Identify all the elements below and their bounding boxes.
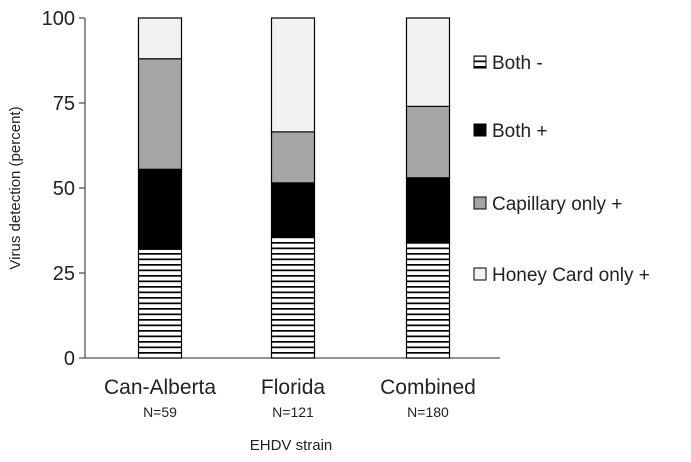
y-tick-label: 25 — [53, 263, 75, 285]
legend-label: Both - — [492, 53, 543, 74]
bar-segment-both-neg — [270, 236, 316, 359]
legend-swatch — [473, 196, 487, 210]
x-tick-label: Florida — [261, 376, 326, 399]
legend-swatch — [473, 55, 487, 69]
legend-item: Honey Card only + — [473, 265, 650, 286]
legend-swatch — [473, 123, 487, 137]
bar-segment-capillary-only — [137, 58, 183, 170]
x-axis-title: EHDV strain — [250, 437, 333, 454]
bar-segment-both — [405, 177, 451, 244]
bar-segment-capillary-only — [405, 105, 451, 179]
bar-stack-can-alberta — [137, 17, 183, 359]
y-ticks: 0 25 50 75 100 — [42, 8, 85, 370]
bar-segment-both-neg — [137, 248, 183, 359]
y-tick-label: 0 — [64, 348, 75, 370]
sample-size-label: N=180 — [407, 404, 449, 420]
bar-segment-honey-card-only — [405, 17, 451, 108]
legend-label: Capillary only + — [492, 194, 622, 215]
bar-segment-both — [270, 182, 316, 238]
y-tick-label: 50 — [53, 178, 75, 200]
bars — [137, 17, 451, 359]
legend-label: Honey Card only + — [492, 265, 650, 286]
legend-item: Both + — [473, 121, 547, 142]
y-axis-title: Virus detection (percent) — [7, 106, 24, 269]
sample-size-label: N=59 — [143, 404, 177, 420]
x-tick-label: Can-Alberta — [104, 376, 216, 399]
x-tick-label: Combined — [380, 376, 476, 399]
bar-segment-capillary-only — [270, 131, 316, 184]
y-tick-label: 100 — [42, 8, 75, 30]
bar-segment-both — [137, 168, 183, 250]
bar-stack-combined — [405, 17, 451, 359]
bar-stack-florida — [270, 17, 316, 359]
legend-swatch — [473, 267, 487, 281]
legend-item: Both - — [473, 53, 543, 74]
legend-item: Capillary only + — [473, 194, 622, 215]
y-tick-label: 75 — [53, 93, 75, 115]
bar-segment-honey-card-only — [270, 17, 316, 133]
legend-label: Both + — [492, 121, 547, 142]
legend: Both - Both + Capillary only + Honey Card o… — [473, 53, 650, 286]
sample-size-label: N=121 — [272, 404, 314, 420]
bar-segment-honey-card-only — [137, 17, 183, 60]
bar-segment-both-neg — [405, 241, 451, 359]
x-labels: Can-Alberta N=59 Florida N=121 Combined N=180 — [104, 376, 476, 420]
